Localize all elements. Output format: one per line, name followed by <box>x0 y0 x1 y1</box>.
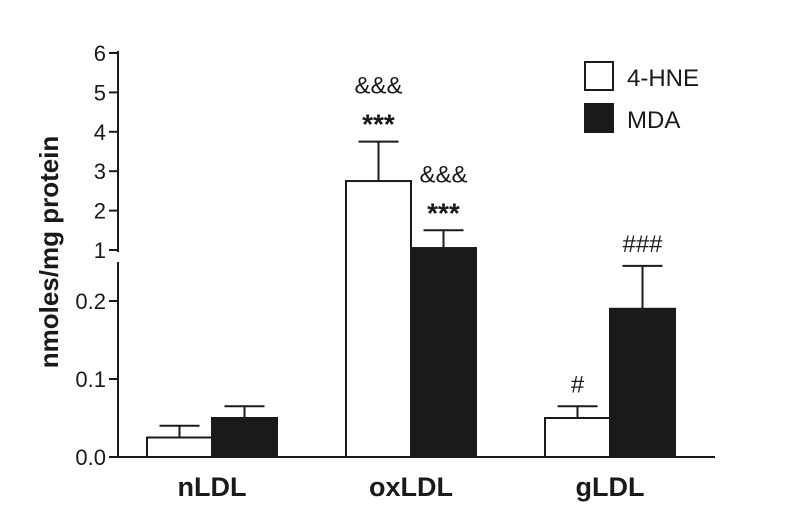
legend-swatch-4-HNE <box>584 61 614 91</box>
legend-label-MDA: MDA <box>627 107 680 134</box>
bar-nLDL-MDA <box>211 417 278 458</box>
error-bars <box>159 140 663 438</box>
annotation-oxLDL-4-HNE: *** <box>362 109 395 140</box>
y-tick-label-upper: 1 <box>94 238 106 263</box>
bars <box>146 180 676 459</box>
annotation-oxLDL-4-HNE: &&& <box>354 73 402 100</box>
y-axis-label: nmoles/mg protein <box>34 136 64 369</box>
x-tick-label-gLDL: gLDL <box>576 472 645 502</box>
category-labels: nLDL oxLDL gLDL <box>178 472 645 502</box>
bar-gLDL-MDA <box>609 307 676 458</box>
axis-break-gap <box>114 252 123 262</box>
y-tick-label-upper: 4 <box>94 120 106 145</box>
y-tick-label-upper: 2 <box>94 199 106 224</box>
bar-oxLDL-4-HNE <box>345 180 412 459</box>
annotation-oxLDL-MDA: &&& <box>419 161 467 188</box>
annotation-oxLDL-MDA: *** <box>427 197 460 228</box>
annotation-gLDL-MDA: ### <box>622 231 663 258</box>
x-tick-label-nLDL: nLDL <box>178 472 247 502</box>
bar-nLDL-4-HNE <box>146 436 213 458</box>
annotation-gLDL-4-HNE: # <box>571 371 585 398</box>
y-tick-label-lower: 0.1 <box>75 367 106 392</box>
y-tick-label-lower: 0.0 <box>75 445 106 470</box>
bar-oxLDL-MDA <box>410 247 477 458</box>
bar-gLDL-4-HNE <box>544 417 611 458</box>
y-tick-label-upper: 6 <box>94 41 106 66</box>
x-tick-label-oxLDL: oxLDL <box>369 472 453 502</box>
legend-label-4-HNE: 4-HNE <box>627 65 699 92</box>
significance-annotations: &&&***&&&***#### <box>354 73 663 399</box>
y-tick-label-upper: 3 <box>94 159 106 184</box>
y-tick-label-upper: 5 <box>94 80 106 105</box>
legend-swatch-MDA <box>584 103 614 133</box>
y-tick-label-lower: 0.2 <box>75 289 106 314</box>
legend: 4-HNE MDA <box>584 61 699 134</box>
